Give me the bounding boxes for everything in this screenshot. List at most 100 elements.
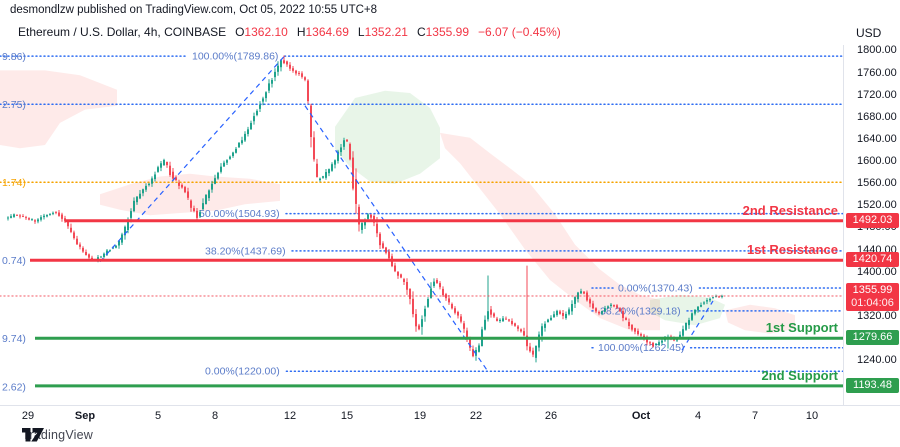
candle <box>160 163 162 168</box>
candle <box>55 212 57 214</box>
candle <box>343 140 345 147</box>
candle <box>238 142 240 148</box>
candle <box>589 299 591 304</box>
price-axis[interactable]: 1800.00 1760.00 1720.00 1680.00 1640.00 1600.… <box>843 44 900 405</box>
candle <box>547 319 549 323</box>
candle <box>193 208 195 212</box>
candle <box>241 140 243 144</box>
candle <box>385 247 387 253</box>
ichimoku-cloud <box>440 132 660 331</box>
candle <box>88 254 90 258</box>
candle <box>346 139 348 142</box>
trendline[interactable] <box>99 53 287 263</box>
candle <box>295 70 297 74</box>
time-axis[interactable]: 29 Sep 5 8 12 15 19 22 26 Oct 4 7 10 <box>0 405 900 426</box>
candle <box>244 133 246 141</box>
candle <box>544 323 546 328</box>
ichimoku-cloud <box>0 70 117 149</box>
candle <box>292 68 294 71</box>
high-value: 1364.69 <box>305 25 349 39</box>
candle <box>709 298 711 301</box>
candle <box>310 105 312 138</box>
price-tick: 1320.00 <box>857 309 897 322</box>
candle <box>451 304 453 309</box>
candle <box>379 233 381 246</box>
resistance-label: 1st Resistance <box>747 242 838 257</box>
candle <box>403 279 405 282</box>
candle <box>688 320 690 326</box>
candle <box>613 305 615 307</box>
candle <box>700 305 702 307</box>
candle <box>289 64 291 69</box>
candle <box>355 179 357 204</box>
price-tick: 1800.00 <box>857 44 897 57</box>
candle <box>574 297 576 304</box>
candle <box>229 156 231 159</box>
candle <box>154 174 156 180</box>
candle <box>352 157 354 189</box>
candle <box>622 311 624 318</box>
candle <box>598 311 600 314</box>
candle <box>718 296 720 298</box>
candle <box>559 311 561 314</box>
fib-left-label: 1.74) <box>2 177 26 189</box>
candle <box>253 116 255 122</box>
candle <box>100 256 102 258</box>
candle <box>157 167 159 172</box>
candle <box>583 291 585 294</box>
fib-left-label: 2.62) <box>2 381 26 393</box>
symbol-header[interactable]: Ethereum / U.S. Dollar, 4h, COINBASE O136… <box>18 25 561 39</box>
candle <box>187 191 189 198</box>
candle <box>370 214 372 218</box>
time-tick: 4 <box>694 410 702 422</box>
candle <box>454 308 456 313</box>
candle <box>349 143 351 160</box>
candle <box>199 212 201 217</box>
candle <box>151 178 153 184</box>
tradingview-logo-icon <box>22 428 44 442</box>
candle <box>184 187 186 193</box>
candle <box>568 309 570 315</box>
candle <box>430 288 432 299</box>
candle <box>472 349 474 357</box>
fib-left-label: 9.74) <box>2 333 26 345</box>
candle <box>22 216 24 217</box>
candle <box>418 325 420 330</box>
tradingview-watermark[interactable]: TradingView <box>22 428 93 442</box>
candle <box>511 321 513 325</box>
candle <box>133 200 135 211</box>
candle <box>322 176 324 178</box>
candle <box>67 221 69 227</box>
fib-level-label: 50.00%(1504.93) <box>199 208 280 220</box>
time-tick: Sep <box>74 410 96 422</box>
time-tick: 8 <box>211 410 219 422</box>
price-tick: 1400.00 <box>857 265 897 278</box>
time-tick: 12 <box>283 410 297 422</box>
candle <box>43 215 45 218</box>
candle <box>286 61 288 65</box>
candle <box>49 213 51 215</box>
attribution-text: desmondlzw published on TradingView.com,… <box>10 4 378 16</box>
candle <box>577 292 579 300</box>
candle <box>223 162 225 167</box>
candle <box>649 342 651 344</box>
candle <box>364 220 366 226</box>
candle <box>277 65 279 72</box>
trendline[interactable] <box>681 300 714 351</box>
candle <box>34 220 36 222</box>
candle <box>262 98 264 102</box>
candle <box>361 223 363 230</box>
time-tick: 10 <box>805 410 819 422</box>
level-price-badge: 1279.66 <box>846 330 899 346</box>
fib-level-label: 0.00%(1220.00) <box>205 366 280 378</box>
candle <box>181 184 183 188</box>
candle <box>706 300 708 302</box>
candle <box>46 214 48 217</box>
candle <box>256 110 258 115</box>
price-tick: 1520.00 <box>857 199 897 212</box>
candle <box>556 310 558 316</box>
fib-left-label: 0.74) <box>2 255 26 267</box>
candle <box>526 335 528 347</box>
